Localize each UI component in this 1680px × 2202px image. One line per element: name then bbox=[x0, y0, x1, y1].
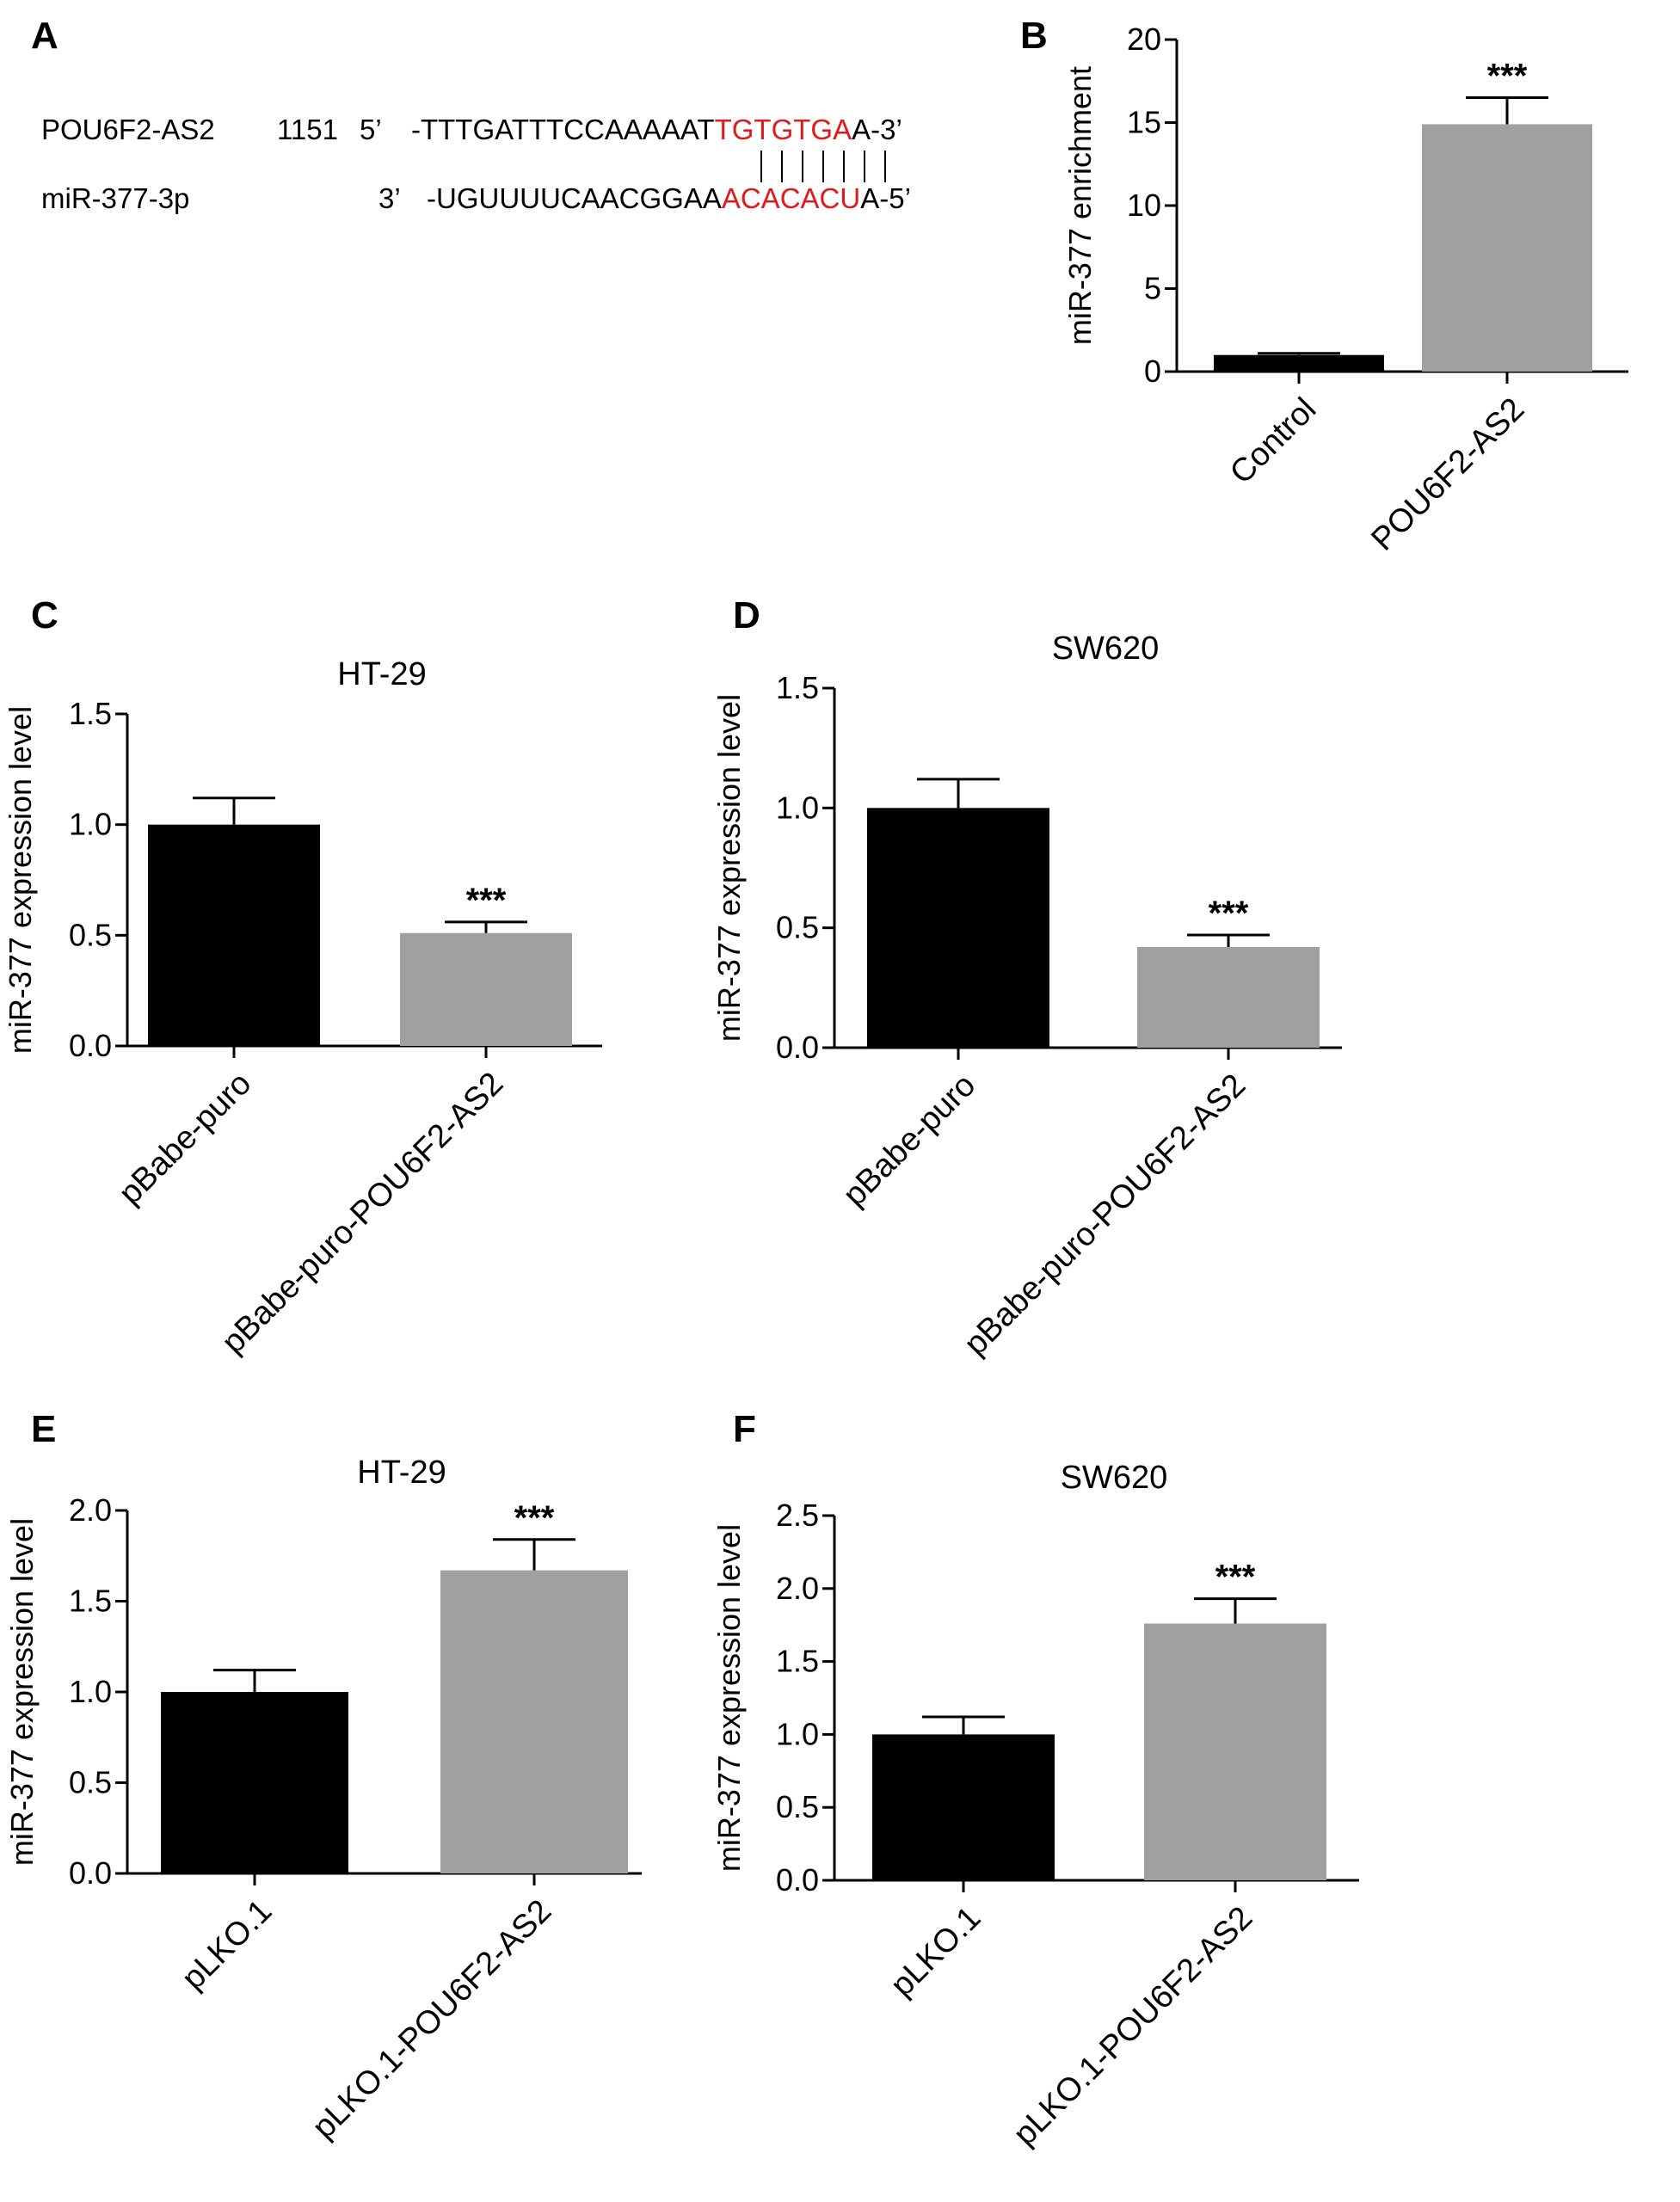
category-label: pLKO.1 bbox=[175, 1893, 280, 1997]
bar-1 bbox=[161, 1692, 348, 1873]
category-label: pBabe-puro bbox=[836, 1067, 982, 1214]
lncrna-position: 1151 bbox=[277, 114, 338, 145]
y-tick-label: 2.0 bbox=[69, 1492, 112, 1528]
bar-2 bbox=[1144, 1623, 1326, 1880]
y-tick-label: 5 bbox=[1144, 271, 1161, 306]
lncrna-5prime-end: 5’ bbox=[360, 114, 382, 145]
mirna-sequence: -UGUUUUCAACGGAAACACACUA-5’ bbox=[427, 182, 911, 214]
mirna-name: miR-377-3p bbox=[41, 182, 189, 214]
panel-letter-a: A bbox=[31, 15, 58, 57]
y-axis-title: miR-377 expression level bbox=[4, 1518, 40, 1866]
category-label: Control bbox=[1223, 391, 1323, 491]
y-tick-label: 1.0 bbox=[776, 790, 819, 825]
chart-b-mir377-enrichment: 0 5 10 15 20 miR-377 enrichment Control POU6F2-… bbox=[1062, 22, 1628, 558]
panel-letter-e: E bbox=[31, 1408, 56, 1450]
lncrna-seq-prefix: -TTTGATTTCCAAAAAT bbox=[411, 114, 715, 145]
bar-1 bbox=[872, 1734, 1055, 1880]
y-tick-label: 2.0 bbox=[776, 1571, 819, 1606]
chart-title: HT-29 bbox=[337, 656, 426, 692]
bar-2 bbox=[1137, 946, 1320, 1048]
significance-label: *** bbox=[466, 882, 507, 920]
mirna-seq-prefix: -UGUUUUCAACGGAA bbox=[427, 182, 722, 214]
bar-1 bbox=[148, 824, 320, 1046]
y-tick-label: 1.5 bbox=[776, 1644, 819, 1679]
y-tick-label: 0.0 bbox=[69, 1028, 112, 1063]
y-axis-title: miR-377 expression level bbox=[711, 694, 747, 1042]
chart-title: SW620 bbox=[1052, 630, 1160, 667]
chart-title: HT-29 bbox=[357, 1455, 446, 1491]
category-label: pBabe-puro-POU6F2-AS2 bbox=[215, 1066, 510, 1361]
category-label: pLKO.1 bbox=[884, 1900, 988, 2004]
mirna-seq-match: ACACACU bbox=[722, 182, 860, 214]
bar-2 bbox=[440, 1570, 628, 1873]
lncrna-seq-suffix: A-3’ bbox=[852, 114, 902, 145]
y-tick-label: 1.0 bbox=[776, 1716, 819, 1751]
chart-e-ht29-knockdown: 0.0 0.5 1.0 1.5 2.0 miR-377 expression level H… bbox=[4, 1455, 642, 2146]
lncrna-name: POU6F2-AS2 bbox=[41, 114, 215, 145]
panel-letter-f: F bbox=[733, 1408, 756, 1450]
y-tick-label: 1.5 bbox=[69, 1584, 112, 1619]
y-tick-label: 20 bbox=[1127, 22, 1161, 57]
y-tick-label: 1.0 bbox=[69, 1674, 112, 1709]
y-axis-title: miR-377 expression level bbox=[3, 706, 38, 1054]
chart-d-sw620-overexpression: 0.0 0.5 1.0 1.5 miR-377 expression level SW62… bbox=[711, 630, 1342, 1362]
chart-c-ht29-overexpression: 0.0 0.5 1.0 1.5 miR-377 expression level HT-2… bbox=[3, 656, 602, 1361]
mirna-3prime-end: 3’ bbox=[378, 182, 401, 214]
category-label: pLKO.1-POU6F2-AS2 bbox=[305, 1893, 558, 2146]
y-tick-label: 10 bbox=[1127, 188, 1161, 223]
significance-label: *** bbox=[1215, 1559, 1256, 1596]
lncrna-seq-match: TGTGTGA bbox=[715, 114, 852, 145]
panel-letter-b: B bbox=[1020, 15, 1048, 57]
panel-letter-d: D bbox=[733, 594, 760, 637]
significance-label: *** bbox=[514, 1499, 555, 1537]
y-tick-label: 0.5 bbox=[69, 917, 112, 952]
bar-1 bbox=[1214, 354, 1384, 372]
y-tick-label: 0.5 bbox=[69, 1765, 112, 1800]
bar-2 bbox=[1422, 124, 1592, 372]
category-label: pBabe-puro-POU6F2-AS2 bbox=[957, 1067, 1252, 1362]
category-label: pLKO.1-POU6F2-AS2 bbox=[1006, 1900, 1259, 2153]
category-label: pBabe-puro bbox=[112, 1066, 258, 1212]
y-axis-title: miR-377 enrichment bbox=[1062, 66, 1098, 345]
y-axis-title: miR-377 expression level bbox=[711, 1524, 747, 1872]
lncrna-sequence: -TTTGATTTCCAAAAATTGTGTGAA-3’ bbox=[411, 114, 902, 145]
category-label: POU6F2-AS2 bbox=[1364, 391, 1531, 558]
significance-label: *** bbox=[1209, 895, 1249, 932]
y-tick-label: 15 bbox=[1127, 105, 1161, 140]
y-tick-label: 0.5 bbox=[776, 910, 819, 945]
chart-f-sw620-knockdown: 0.0 0.5 1.0 1.5 2.0 2.5 miR-377 expression lev… bbox=[711, 1460, 1359, 2153]
bar-1 bbox=[867, 808, 1049, 1048]
y-tick-label: 1.5 bbox=[69, 696, 112, 731]
y-tick-label: 0.5 bbox=[776, 1789, 819, 1824]
significance-label: *** bbox=[1487, 58, 1528, 95]
y-tick-label: 0.0 bbox=[776, 1862, 819, 1898]
mirna-seq-suffix: A-5’ bbox=[860, 182, 911, 214]
y-tick-label: 1.0 bbox=[69, 807, 112, 842]
y-tick-label: 0.0 bbox=[69, 1855, 112, 1891]
panel-a: A POU6F2-AS2 1151 5’ -TTTGATTTCCAAAAATTG… bbox=[31, 15, 911, 214]
bar-2 bbox=[400, 932, 572, 1046]
y-tick-label: 2.5 bbox=[776, 1498, 819, 1533]
base-pair-lines bbox=[760, 151, 886, 182]
y-tick-label: 0 bbox=[1144, 354, 1161, 389]
panel-letter-c: C bbox=[31, 594, 58, 637]
chart-title: SW620 bbox=[1061, 1460, 1168, 1496]
y-tick-label: 0.0 bbox=[776, 1030, 819, 1065]
y-tick-label: 1.5 bbox=[776, 670, 819, 705]
